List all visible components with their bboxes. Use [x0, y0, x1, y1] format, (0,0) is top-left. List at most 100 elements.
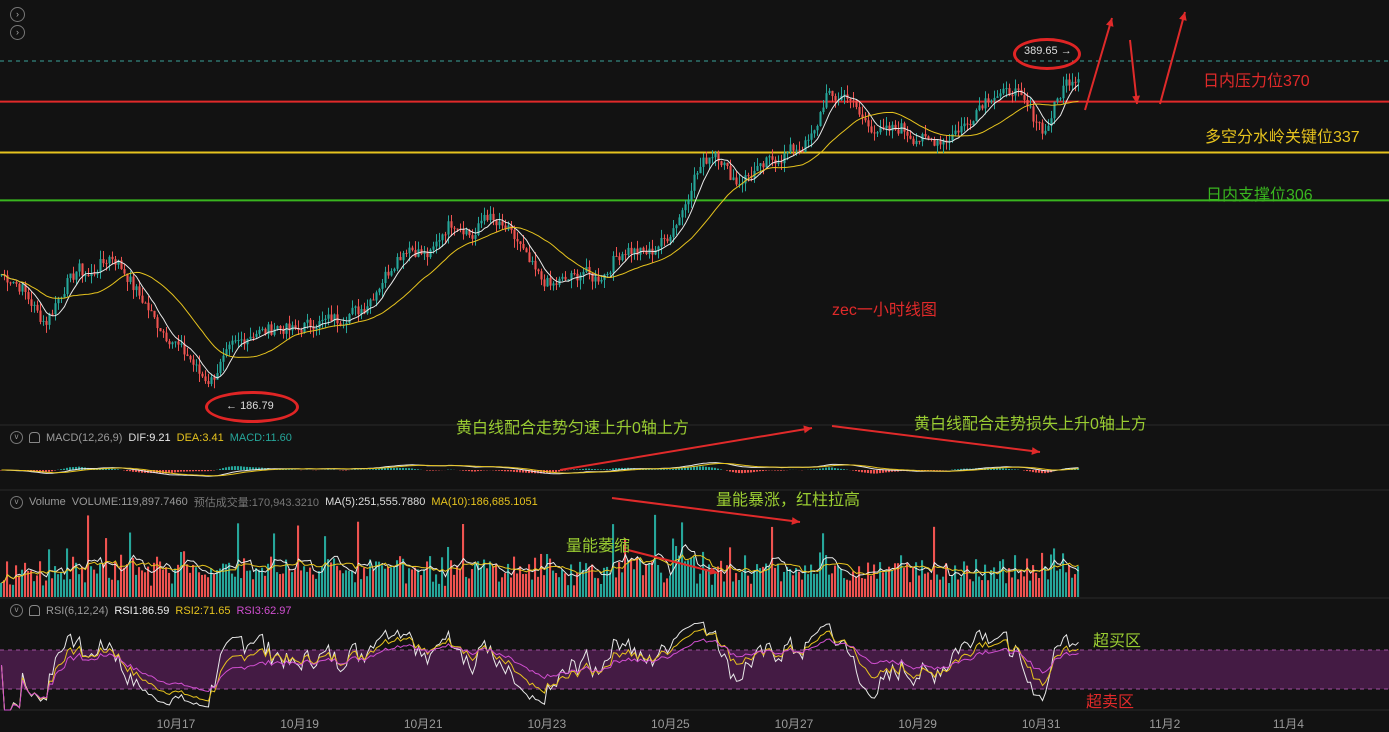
volume-bar: [789, 569, 792, 597]
volume-bar: [690, 557, 693, 597]
candle-body: [282, 328, 285, 334]
candle-body: [729, 166, 732, 180]
candle-body: [987, 98, 990, 103]
macd-histogram-bar: [234, 466, 237, 470]
volume-bar: [429, 556, 432, 597]
volume-bar: [309, 567, 312, 597]
macd-histogram-bar: [111, 468, 114, 470]
candle-body: [249, 336, 252, 339]
macd-histogram-bar: [564, 470, 567, 471]
chevron-right-icon[interactable]: ›: [10, 7, 25, 22]
macd-histogram-bar: [645, 469, 648, 470]
candle-body: [855, 100, 858, 107]
macd-dif-line: [1, 462, 1079, 477]
macd-histogram-bar: [957, 469, 960, 470]
volume-bar: [909, 582, 912, 597]
volume-bar: [900, 555, 903, 597]
candle-body: [252, 336, 255, 338]
volume-bar: [813, 573, 816, 597]
volume-bar: [1023, 576, 1026, 597]
volume-bar: [381, 565, 384, 597]
macd-histogram-bar: [621, 467, 624, 470]
volume-bar: [1053, 548, 1056, 597]
macd-histogram-bar: [135, 470, 138, 472]
candle-body: [594, 276, 597, 282]
volume-bar: [927, 572, 930, 597]
volume-bar: [243, 558, 246, 597]
macd-histogram-bar: [207, 470, 210, 472]
candle-body: [951, 134, 954, 141]
macd-histogram-bar: [108, 468, 111, 470]
candle-body: [15, 282, 18, 284]
macd-histogram-bar: [600, 469, 603, 470]
candle-body: [372, 299, 375, 301]
collapse-icon[interactable]: v: [10, 495, 23, 509]
candle-body: [378, 288, 381, 293]
chevron-right-icon[interactable]: ›: [10, 25, 25, 40]
volume-bar: [969, 579, 972, 597]
candle-body: [264, 328, 267, 335]
macd-histogram-bar: [741, 470, 744, 474]
macd-histogram-bar: [924, 470, 927, 471]
volume-bar: [150, 585, 153, 597]
macd-histogram-bar: [465, 470, 468, 471]
candle-body: [939, 140, 942, 145]
candle-body: [522, 243, 525, 249]
macd-histogram-bar: [996, 468, 999, 470]
macd-histogram-bar: [114, 469, 117, 470]
volume-bar: [564, 573, 567, 597]
candle-body: [135, 286, 138, 291]
candle-body: [198, 364, 201, 374]
ma-long-line: [1, 100, 1079, 358]
volume-bar: [696, 583, 699, 597]
collapse-icon[interactable]: v: [10, 604, 23, 617]
macd-histogram-bar: [882, 470, 885, 473]
bell-icon[interactable]: [29, 432, 40, 443]
candle-body: [645, 251, 648, 255]
candle-body: [813, 130, 816, 134]
candle-body: [1062, 85, 1065, 99]
candle-body: [573, 273, 576, 275]
macd-histogram-bar: [744, 470, 747, 473]
low-highlight-oval: [205, 391, 299, 423]
macd-histogram-bar: [675, 468, 678, 470]
volume-bar: [960, 577, 963, 597]
candle-body: [477, 223, 480, 235]
candle-body: [915, 140, 918, 145]
candle-body: [297, 328, 300, 331]
macd-histogram-bar: [855, 470, 858, 472]
candle-body: [699, 166, 702, 174]
macd-histogram-bar: [555, 470, 558, 473]
candle-body: [438, 240, 441, 242]
macd-histogram-bar: [759, 470, 762, 472]
volume-bar: [69, 579, 72, 597]
volume-bar: [609, 572, 612, 597]
volume-bar: [12, 584, 15, 597]
volume-bar: [849, 580, 852, 597]
bell-icon[interactable]: [29, 605, 40, 616]
volume-bar: [210, 568, 213, 597]
candle-body: [258, 329, 261, 334]
collapse-icon[interactable]: v: [10, 431, 23, 444]
macd-histogram-bar: [822, 468, 825, 470]
macd-histogram-bar: [687, 467, 690, 470]
candle-body: [114, 259, 117, 265]
volume-bar: [417, 569, 420, 597]
candle-body: [528, 252, 531, 263]
volume-bar: [9, 584, 12, 597]
candle-body: [630, 247, 633, 254]
macd-histogram-bar: [717, 468, 720, 470]
volume-bar: [621, 572, 624, 597]
candle-body: [519, 241, 522, 244]
volume-bar: [318, 571, 321, 597]
volume-bar: [159, 561, 162, 597]
macd-histogram-bar: [735, 470, 738, 473]
candle-body: [165, 332, 168, 342]
macd-legend: v MACD(12,26,9) DIF:9.21 DEA:3.41 MACD:1…: [10, 431, 292, 444]
volume-bar: [588, 567, 591, 597]
volume-bar: [453, 574, 456, 597]
volume-bar: [279, 574, 282, 597]
candle-body: [333, 314, 336, 321]
volume-bar: [87, 515, 90, 597]
